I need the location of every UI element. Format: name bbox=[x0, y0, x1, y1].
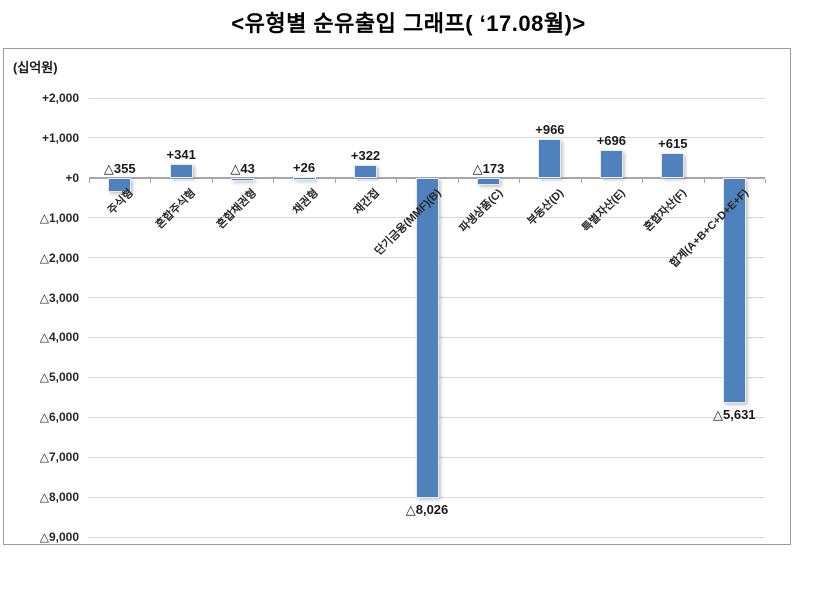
data-label: △355 bbox=[103, 160, 136, 176]
axis-tick bbox=[703, 178, 705, 183]
y-axis-tick-label: △2,000 bbox=[39, 250, 79, 265]
gridline bbox=[89, 536, 765, 538]
data-label: +966 bbox=[535, 122, 565, 138]
bar bbox=[538, 139, 562, 178]
data-label: +615 bbox=[658, 136, 688, 152]
chart-title: <유형별 순유출입 그래프( ‘17.08월)> bbox=[231, 11, 586, 36]
chart-box: (십억원) +2,000 +1,000 +0 △1,000 △2,000 △3,000 △4… bbox=[3, 48, 791, 545]
y-axis-tick-label: △8,000 bbox=[39, 490, 79, 505]
axis-tick bbox=[273, 178, 275, 183]
y-axis-tick-label: △3,000 bbox=[39, 290, 79, 305]
data-label: △173 bbox=[472, 160, 505, 176]
bar bbox=[231, 177, 255, 181]
y-axis-tick-label: △5,000 bbox=[39, 370, 79, 385]
category-label: 혼합주식형 bbox=[153, 186, 198, 232]
axis-tick bbox=[150, 178, 152, 183]
data-label: △8,026 bbox=[405, 502, 449, 518]
y-axis-tick-label: △1,000 bbox=[39, 210, 79, 225]
data-label: +26 bbox=[293, 159, 316, 175]
y-axis-tick-label: △7,000 bbox=[39, 450, 79, 465]
gridline bbox=[89, 97, 765, 99]
gridline bbox=[89, 137, 765, 139]
data-label: △43 bbox=[230, 160, 255, 176]
data-label: +341 bbox=[166, 147, 196, 163]
data-label: +696 bbox=[596, 133, 626, 149]
y-axis-tick-label: △6,000 bbox=[39, 410, 79, 425]
bar bbox=[354, 164, 378, 178]
axis-tick bbox=[89, 178, 90, 183]
axis-unit-label: (십억원) bbox=[13, 60, 58, 75]
axis-tick bbox=[457, 178, 459, 183]
bar bbox=[108, 177, 132, 192]
bar bbox=[292, 176, 316, 180]
data-label: +322 bbox=[350, 147, 381, 163]
category-label: 재간접 bbox=[352, 186, 383, 217]
category-label: 혼합채권형 bbox=[214, 186, 260, 232]
axis-tick bbox=[211, 178, 213, 183]
bar bbox=[599, 150, 623, 178]
axis-tick bbox=[519, 178, 521, 183]
y-axis-tick-label: △4,000 bbox=[39, 330, 79, 345]
category-label: 채권형 bbox=[290, 186, 321, 217]
axis-tick bbox=[642, 178, 644, 183]
y-axis-tick-label: +0 bbox=[65, 170, 79, 185]
bar bbox=[415, 177, 439, 499]
data-label: △5,631 bbox=[713, 406, 756, 422]
y-axis-tick-label: +2,000 bbox=[41, 91, 79, 105]
bar bbox=[476, 177, 500, 185]
category-label: 특별자산(E) bbox=[580, 186, 628, 235]
y-axis-tick-label: △9,000 bbox=[39, 530, 79, 544]
axis-tick bbox=[334, 178, 336, 183]
axis-tick bbox=[580, 178, 582, 183]
y-axis-tick-label: +1,000 bbox=[41, 130, 79, 145]
plot-area: +2,000 +1,000 +0 △1,000 △2,000 △3,000 △4,000 △5… bbox=[40, 91, 766, 544]
axis-tick bbox=[765, 178, 766, 183]
category-label: 부동산(D) bbox=[525, 186, 567, 228]
bar bbox=[169, 164, 193, 178]
axis-tick bbox=[396, 178, 398, 183]
category-label: 파생상품(C) bbox=[457, 186, 505, 235]
bar bbox=[722, 177, 746, 403]
category-label: 혼합자산(F) bbox=[642, 186, 690, 234]
bar bbox=[661, 153, 685, 178]
